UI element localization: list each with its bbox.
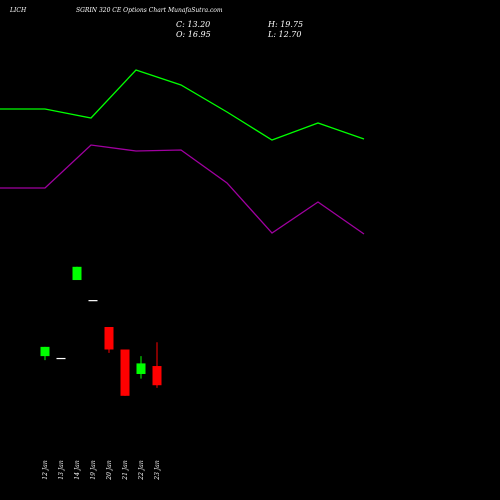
lower-indicator-line bbox=[0, 144, 365, 235]
x-tick-label: 20 Jan bbox=[106, 460, 113, 481]
close-value: C: 13.20 bbox=[176, 20, 211, 29]
candle-body bbox=[152, 366, 162, 386]
x-tick-label: 14 Jan bbox=[74, 460, 81, 480]
candle-body bbox=[56, 357, 66, 360]
x-tick-label: 13 Jan bbox=[58, 460, 65, 480]
x-tick-label: 12 Jan bbox=[42, 460, 49, 480]
x-tick-label: 23 Jan bbox=[154, 460, 161, 481]
candle-body bbox=[104, 327, 114, 350]
candle-body bbox=[88, 300, 98, 302]
chart-title: SGRIN 320 CE Options Chart MunafaSutra.c… bbox=[76, 7, 223, 14]
upper-indicator-line bbox=[0, 69, 365, 141]
high-value: H: 19.75 bbox=[268, 20, 304, 29]
low-value: L: 12.70 bbox=[268, 30, 302, 39]
x-tick-label: 19 Jan bbox=[90, 460, 97, 480]
x-tick-label: 21 Jan bbox=[122, 460, 129, 481]
x-tick-label: 22 Jan bbox=[138, 460, 145, 481]
candle-body bbox=[40, 346, 50, 357]
chart-symbol: LICH bbox=[10, 7, 27, 14]
open-value: O: 16.95 bbox=[176, 30, 211, 39]
x-axis-labels: 12 Jan 13 Jan 14 Jan 19 Jan 20 Jan 21 Jan 22 J… bbox=[42, 460, 161, 481]
candle-body bbox=[120, 349, 130, 396]
candles-group bbox=[40, 266, 162, 396]
candle-body bbox=[72, 266, 82, 281]
candle-body bbox=[136, 363, 146, 374]
